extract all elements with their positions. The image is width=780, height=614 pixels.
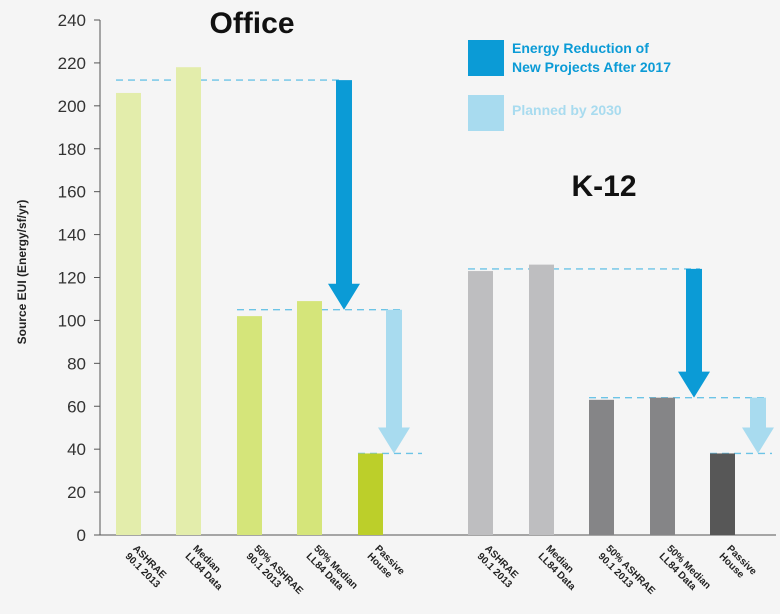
legend: Energy Reduction of New Projects After 20… — [468, 40, 671, 131]
reference-lines — [116, 79, 772, 455]
y-axis-title: Source EUI (Energy/sf/yr) — [15, 200, 29, 345]
bar — [710, 453, 735, 535]
y-tick-label: 140 — [58, 226, 86, 245]
y-tick-label: 180 — [58, 140, 86, 159]
bar — [116, 92, 141, 535]
reduction-arrows — [328, 80, 774, 454]
category-labels: ASHRAE90.1 2013 MedianLL84 Data 50% ASHRAE… — [123, 543, 759, 605]
reduction-arrow-2017 — [678, 268, 710, 398]
reduction-arrow-2030 — [742, 397, 774, 454]
bar — [358, 453, 383, 535]
y-tick-label: 20 — [67, 483, 86, 502]
bars — [116, 67, 735, 535]
bar — [529, 264, 554, 535]
category-label: 50% MedianLL84 Data — [304, 543, 360, 599]
y-tick-label: 200 — [58, 97, 86, 116]
y-tick-label: 80 — [67, 354, 86, 373]
legend-swatch — [468, 40, 504, 76]
legend-label: Energy Reduction of — [512, 40, 649, 56]
reduction-arrow-2030 — [378, 309, 410, 454]
category-label: 50% MedianLL84 Data — [657, 543, 713, 599]
bar — [589, 399, 614, 535]
bar — [176, 67, 201, 535]
y-tick-label: 120 — [58, 269, 86, 288]
bar — [297, 301, 322, 535]
y-tick-label: 220 — [58, 54, 86, 73]
y-tick-label: 240 — [58, 11, 86, 30]
group-title: Office — [209, 7, 294, 40]
legend-swatch — [468, 95, 504, 131]
category-label: MedianLL84 Data — [183, 543, 233, 593]
category-label: 50% ASHRAE90.1 2013 — [244, 543, 306, 605]
legend-label: Planned by 2030 — [512, 102, 622, 118]
y-tick-label: 160 — [58, 183, 86, 202]
group-titles: Office K-12 — [209, 7, 636, 203]
reduction-arrow-2017 — [328, 80, 360, 310]
y-tick-label: 100 — [58, 311, 86, 330]
legend-label: New Projects After 2017 — [512, 59, 671, 75]
category-label: MedianLL84 Data — [536, 543, 586, 593]
bar — [237, 316, 262, 535]
axes: 0 20 40 60 80 100 120 140 160 180 200 220 240 Source … — [15, 11, 776, 545]
category-label: PassiveHouse — [365, 543, 407, 585]
category-label: ASHRAE90.1 2013 — [475, 543, 522, 590]
bar — [468, 271, 493, 535]
group-title: K-12 — [571, 170, 636, 203]
y-tick-label: 60 — [67, 397, 86, 416]
category-label: ASHRAE90.1 2013 — [123, 543, 170, 590]
bar — [650, 397, 675, 535]
category-label: 50% ASHRAE90.1 2013 — [596, 543, 658, 605]
y-tick-label: 40 — [67, 440, 86, 459]
category-label: PassiveHouse — [717, 543, 759, 585]
y-tick-label: 0 — [77, 526, 86, 545]
